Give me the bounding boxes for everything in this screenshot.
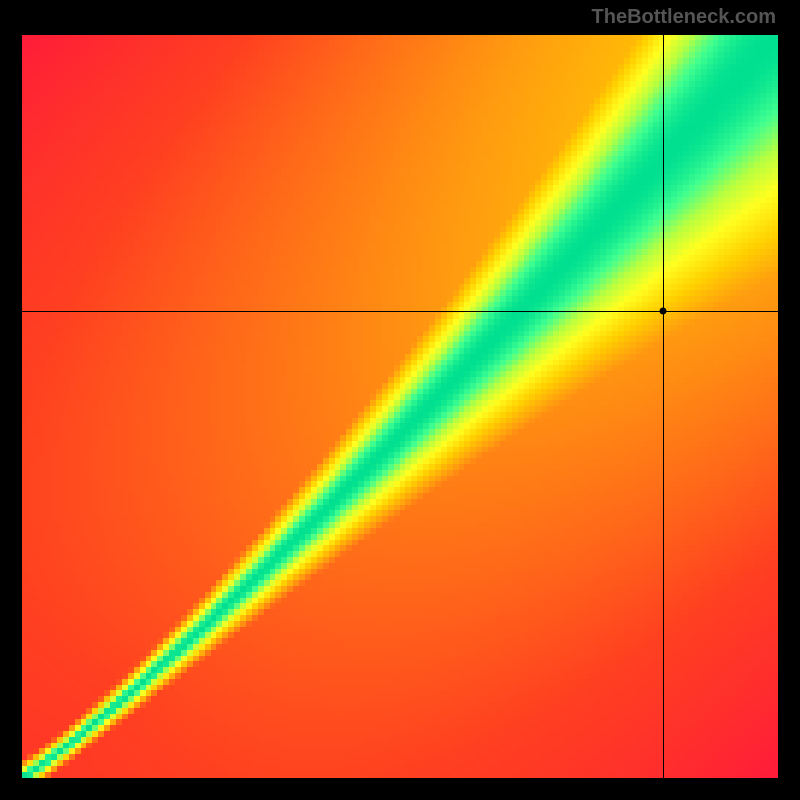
crosshair-marker-dot [660,308,667,315]
heatmap-plot [22,35,778,778]
heatmap-canvas [22,35,778,778]
watermark-text: TheBottleneck.com [592,6,776,29]
crosshair-vertical [663,35,664,778]
